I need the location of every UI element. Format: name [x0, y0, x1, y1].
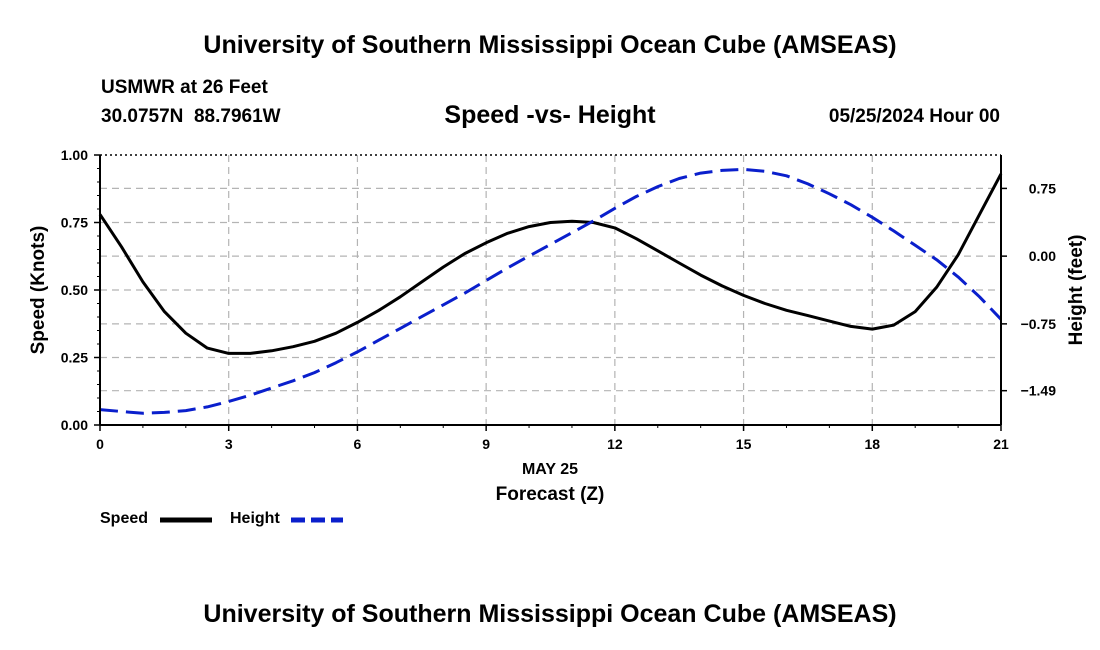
y2-tick-label: 0.00 [1029, 248, 1056, 264]
axes: 0 3 6 9 12 15 18 21 0.00 0.25 0.50 0.75 1.00 0.75 0.00… [61, 147, 1056, 452]
y-tick-label: 0.00 [61, 417, 88, 433]
y2-tick-label: −1.49 [1021, 383, 1057, 399]
x-tick-label: 3 [225, 436, 233, 452]
station-label: USMWR at 26 Feet [101, 77, 268, 98]
legend-speed-label: Speed [100, 510, 149, 527]
x-axis-date-label: MAY 25 [522, 461, 578, 478]
footer-title: University of Southern Mississippi Ocean… [203, 600, 897, 628]
x-tick-label: 9 [482, 436, 490, 452]
y-tick-label: 0.25 [61, 350, 88, 366]
coordinates-label: 30.0757N 88.7961W [101, 106, 281, 127]
height-series-line [99, 167, 1003, 415]
series-layer [98, 167, 1003, 415]
x-axis-label: Forecast (Z) [496, 484, 605, 505]
x-tick-label: 0 [96, 436, 104, 452]
speed-series-line [98, 173, 1003, 355]
chart-title: Speed -vs- Height [444, 101, 656, 129]
y2-axis-label: Height (feet) [1066, 235, 1087, 346]
legend-height-label: Height [230, 510, 280, 527]
main-title: University of Southern Mississippi Ocean… [203, 31, 897, 59]
y2-tick-label: 0.75 [1029, 180, 1056, 196]
date-time-label: 05/25/2024 Hour 00 [828, 106, 1000, 127]
x-tick-label: 15 [736, 436, 752, 452]
x-tick-label: 6 [354, 436, 362, 452]
x-tick-label: 21 [993, 436, 1009, 452]
x-tick-label: 18 [864, 436, 880, 452]
y-tick-label: 0.50 [61, 282, 88, 298]
x-tick-label: 12 [607, 436, 623, 452]
y-axis-label: Speed (Knots) [28, 226, 49, 355]
y-tick-label: 1.00 [61, 147, 88, 163]
grid [100, 154, 1001, 425]
y2-tick-label: −0.75 [1021, 316, 1057, 332]
y-tick-label: 0.75 [61, 215, 88, 231]
